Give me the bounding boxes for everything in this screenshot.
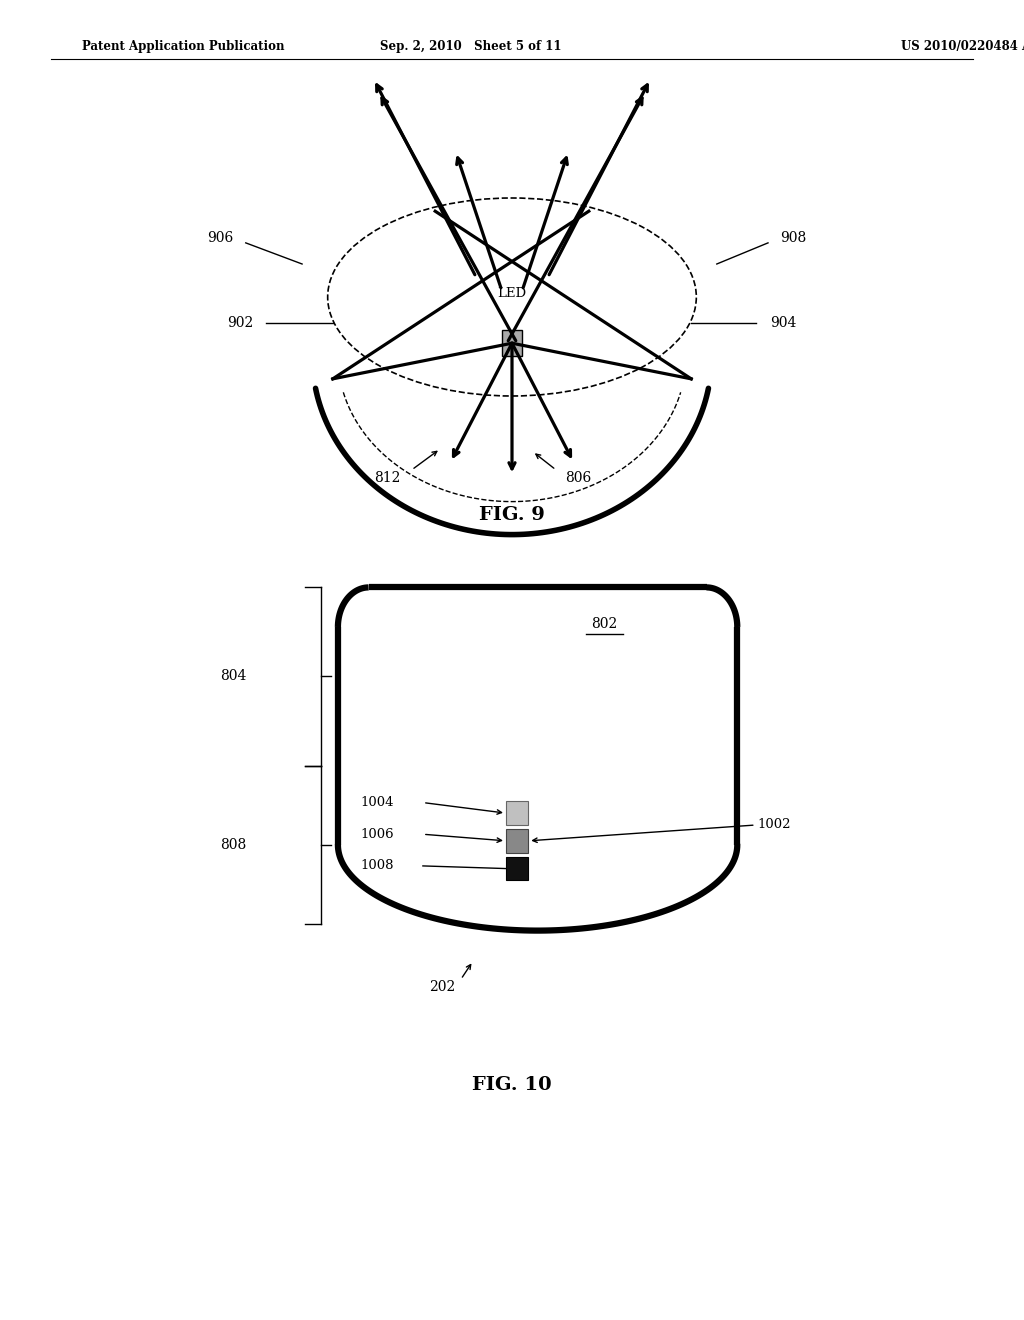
Bar xyxy=(502,330,522,356)
Text: 202: 202 xyxy=(429,981,456,994)
Bar xyxy=(506,829,528,853)
Text: 808: 808 xyxy=(220,838,247,851)
Text: 806: 806 xyxy=(565,471,592,484)
Text: 812: 812 xyxy=(374,471,400,484)
Bar xyxy=(506,801,528,825)
Text: 908: 908 xyxy=(780,231,807,244)
Text: FIG. 9: FIG. 9 xyxy=(479,506,545,524)
Text: 802: 802 xyxy=(591,618,617,631)
Text: 1008: 1008 xyxy=(360,859,394,873)
Text: 1002: 1002 xyxy=(758,818,792,832)
Text: 1006: 1006 xyxy=(360,828,394,841)
Text: Sep. 2, 2010   Sheet 5 of 11: Sep. 2, 2010 Sheet 5 of 11 xyxy=(380,40,562,53)
Text: 904: 904 xyxy=(770,317,797,330)
Text: LED: LED xyxy=(498,286,526,300)
Bar xyxy=(506,857,528,880)
Text: US 2010/0220484 A1: US 2010/0220484 A1 xyxy=(901,40,1024,53)
Text: Patent Application Publication: Patent Application Publication xyxy=(82,40,285,53)
Text: 906: 906 xyxy=(207,231,233,244)
Text: 1004: 1004 xyxy=(360,796,394,809)
Text: FIG. 10: FIG. 10 xyxy=(472,1076,552,1094)
Text: 902: 902 xyxy=(227,317,254,330)
Text: 804: 804 xyxy=(220,669,247,684)
